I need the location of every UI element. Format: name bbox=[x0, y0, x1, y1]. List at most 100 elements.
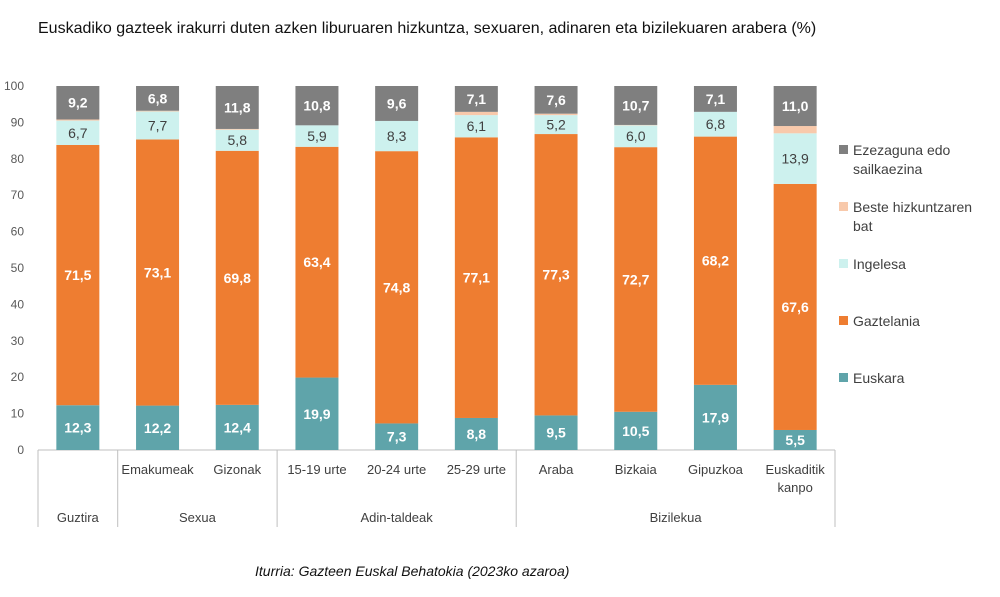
legend-label: Euskara bbox=[853, 370, 905, 386]
bar-segment bbox=[534, 415, 578, 450]
data-label: 9,2 bbox=[68, 95, 88, 111]
legend-label: Beste hizkuntzaren bbox=[853, 199, 972, 215]
data-label: 7,7 bbox=[148, 117, 168, 133]
bar-segment bbox=[693, 384, 737, 450]
data-label: 10,5 bbox=[622, 423, 649, 439]
data-label: 77,3 bbox=[542, 267, 569, 283]
data-label: 9,6 bbox=[387, 95, 407, 111]
bar-segment bbox=[136, 111, 180, 140]
bar-segment bbox=[454, 137, 498, 418]
data-label: 10,7 bbox=[622, 97, 649, 113]
bar-segment bbox=[773, 86, 817, 127]
data-label: 5,2 bbox=[546, 117, 566, 133]
data-label: 67,6 bbox=[782, 299, 809, 315]
bar-segment bbox=[295, 377, 339, 450]
data-label: 71,5 bbox=[64, 267, 91, 283]
bar-segment bbox=[693, 136, 737, 385]
data-label: 72,7 bbox=[622, 271, 649, 287]
bar-segment bbox=[773, 183, 817, 430]
bar-segment bbox=[215, 150, 259, 405]
bar-segment bbox=[614, 147, 658, 412]
data-label: 73,1 bbox=[144, 265, 171, 281]
x-category-label: 20-24 urte bbox=[367, 462, 426, 477]
bar-segment bbox=[534, 134, 578, 416]
bar-segment bbox=[454, 115, 498, 138]
data-label: 6,7 bbox=[68, 125, 88, 141]
data-label: 12,4 bbox=[224, 419, 251, 435]
legend-swatch bbox=[839, 202, 848, 211]
y-tick-label: 80 bbox=[11, 152, 25, 166]
source-note: Iturria: Gazteen Euskal Behatokia (2023k… bbox=[255, 563, 570, 579]
chart-title: Euskadiko gazteek irakurri duten azken l… bbox=[38, 20, 817, 37]
data-label: 11,8 bbox=[224, 99, 251, 115]
data-label: 7,6 bbox=[546, 92, 566, 108]
y-tick-label: 100 bbox=[4, 79, 24, 93]
data-label: 12,3 bbox=[64, 420, 91, 436]
bar-segment bbox=[295, 86, 339, 126]
legend-label: Ezezaguna edo bbox=[853, 142, 951, 158]
data-label: 5,8 bbox=[228, 132, 248, 148]
y-tick-label: 30 bbox=[11, 334, 25, 348]
y-tick-label: 10 bbox=[11, 407, 25, 421]
x-category-label: Gipuzkoa bbox=[688, 462, 744, 477]
bar-segment bbox=[614, 86, 658, 125]
x-group-label: Bizilekua bbox=[650, 510, 703, 525]
data-label: 12,2 bbox=[144, 420, 171, 436]
legend-label: Ingelesa bbox=[853, 256, 906, 272]
bar-segment bbox=[215, 86, 259, 129]
bar-segment bbox=[136, 86, 180, 111]
y-tick-label: 40 bbox=[11, 297, 25, 311]
bar-segment bbox=[773, 126, 817, 134]
data-label: 68,2 bbox=[702, 253, 729, 269]
legend-swatch bbox=[839, 373, 848, 382]
bar-segment bbox=[215, 128, 259, 130]
bar-segment bbox=[295, 146, 339, 378]
bar-segment bbox=[56, 119, 100, 121]
bar-segment bbox=[375, 151, 419, 424]
data-label: 6,1 bbox=[467, 118, 487, 134]
legend-label: bat bbox=[853, 218, 873, 234]
legend-label: Gaztelania bbox=[853, 313, 920, 329]
legend-swatch bbox=[839, 259, 848, 268]
data-label: 7,1 bbox=[706, 91, 726, 107]
x-group-label: Guztira bbox=[57, 510, 100, 525]
bar-segment bbox=[773, 133, 817, 184]
bar-segment bbox=[773, 429, 817, 450]
bar-segment bbox=[534, 115, 578, 135]
bar-segment bbox=[215, 129, 259, 151]
bar-segment bbox=[534, 113, 578, 116]
data-label: 13,9 bbox=[782, 151, 809, 167]
x-category-label: Gizonak bbox=[213, 462, 261, 477]
bar-segment bbox=[693, 111, 737, 137]
bar-segment bbox=[454, 86, 498, 112]
data-label: 7,1 bbox=[467, 91, 487, 107]
legend-swatch bbox=[839, 316, 848, 325]
bar-segment bbox=[56, 120, 100, 145]
data-label: 77,1 bbox=[463, 270, 490, 286]
x-category-label: 15-19 urte bbox=[287, 462, 346, 477]
data-label: 19,9 bbox=[303, 406, 330, 422]
legend-swatch bbox=[839, 145, 848, 154]
bar-segment bbox=[136, 110, 180, 112]
x-category-label: kanpo bbox=[777, 480, 812, 495]
bar-segment bbox=[56, 405, 100, 450]
bar-segment bbox=[693, 86, 737, 112]
x-category-label: 25-29 urte bbox=[447, 462, 506, 477]
bar-segment bbox=[614, 125, 658, 148]
data-label: 8,3 bbox=[387, 128, 407, 144]
data-label: 5,9 bbox=[307, 128, 327, 144]
bar-segment bbox=[56, 144, 100, 406]
data-label: 6,8 bbox=[148, 90, 168, 106]
data-label: 10,8 bbox=[303, 98, 330, 114]
data-label: 6,8 bbox=[706, 116, 726, 132]
data-label: 9,5 bbox=[546, 425, 566, 441]
y-tick-label: 90 bbox=[11, 115, 25, 129]
bar-segment bbox=[375, 120, 419, 152]
data-label: 17,9 bbox=[702, 409, 729, 425]
legend-label: sailkaezina bbox=[853, 161, 922, 177]
bar-segment bbox=[136, 139, 180, 406]
bar-segment bbox=[454, 111, 498, 116]
bar-segment bbox=[534, 86, 578, 114]
bar-segment bbox=[215, 404, 259, 450]
y-tick-label: 50 bbox=[11, 261, 25, 275]
